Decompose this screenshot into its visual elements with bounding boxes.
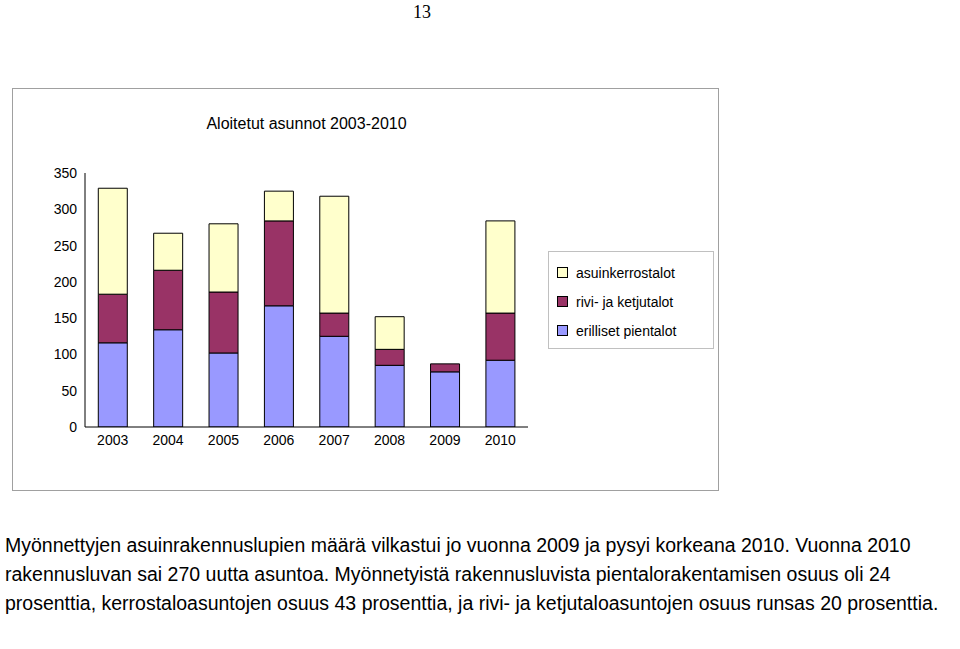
- svg-text:2003: 2003: [97, 432, 128, 448]
- svg-text:250: 250: [54, 238, 78, 254]
- svg-text:2008: 2008: [374, 432, 405, 448]
- svg-text:2006: 2006: [263, 432, 294, 448]
- svg-text:200: 200: [54, 274, 78, 290]
- html-text:13: 13: [413, 2, 431, 22]
- svg-text:300: 300: [54, 201, 78, 217]
- svg-text:2009: 2009: [429, 432, 460, 448]
- svg-text:50: 50: [61, 383, 77, 399]
- svg-text:350: 350: [54, 165, 78, 181]
- html-text:asuinkerrostalot: asuinkerrostalot: [576, 264, 675, 281]
- svg-text:2005: 2005: [208, 432, 239, 448]
- svg-text:100: 100: [54, 346, 78, 362]
- svg-text:2007: 2007: [319, 432, 350, 448]
- html-text:rivi- ja ketjutalot: rivi- ja ketjutalot: [576, 293, 674, 310]
- svg-text:2004: 2004: [152, 432, 183, 448]
- html-text:Aloitetut asunnot 2003-2010: Aloitetut asunnot 2003-2010: [206, 115, 407, 132]
- html-text:Myönnettyjen asuinrakennuslupi: Myönnettyjen asuinrakennuslupien määrä v…: [5, 534, 939, 614]
- html-text:erilliset pientalot: erilliset pientalot: [576, 322, 677, 339]
- svg-text:0: 0: [69, 419, 77, 435]
- svg-text:150: 150: [54, 310, 78, 326]
- svg-text:2010: 2010: [485, 432, 516, 448]
